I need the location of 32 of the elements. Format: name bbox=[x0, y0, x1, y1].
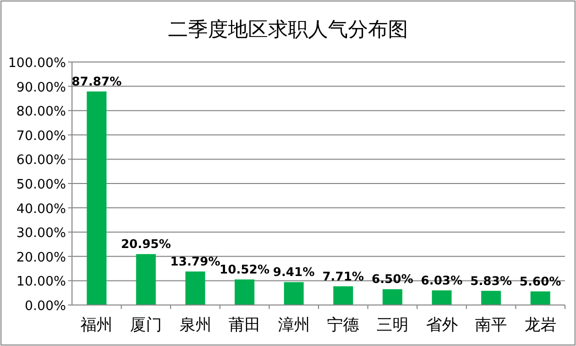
ytick: 20.00% bbox=[16, 250, 66, 266]
ytick: 100.00% bbox=[8, 56, 66, 71]
category: 漳州 bbox=[278, 315, 310, 334]
ytick: 90.00% bbox=[16, 80, 66, 96]
category: 莆田 bbox=[228, 315, 261, 334]
ytick: 70.00% bbox=[16, 128, 66, 144]
category: 宁德 bbox=[327, 315, 360, 334]
value-label: 7.71% bbox=[322, 269, 364, 284]
category: 三明 bbox=[376, 315, 408, 334]
value-label: 13.79% bbox=[170, 254, 220, 268]
ytick: 80.00% bbox=[16, 104, 66, 120]
value-label: 5.83% bbox=[470, 274, 512, 288]
ytick: 30.00% bbox=[16, 226, 66, 242]
ytick: 50.00% bbox=[16, 178, 66, 192]
ytick: 40.00% bbox=[16, 202, 66, 217]
category: 厦门 bbox=[130, 315, 162, 334]
value-label: 87.87% bbox=[72, 74, 122, 88]
category: 南平 bbox=[475, 315, 508, 334]
title: 二季度地区求职人气分布图 bbox=[168, 17, 408, 41]
ytick: 60.00% bbox=[16, 153, 66, 168]
ytick: 0.00% bbox=[24, 299, 66, 314]
category: 省外 bbox=[426, 315, 458, 334]
value-label: 20.95% bbox=[120, 237, 171, 252]
value-label: 5.60% bbox=[520, 274, 562, 288]
category: 福州 bbox=[80, 315, 113, 334]
value-label: 6.03% bbox=[420, 273, 463, 288]
value-label: 9.41% bbox=[273, 265, 315, 280]
category: 龙岩 bbox=[524, 315, 556, 334]
value-label: 10.52% bbox=[220, 262, 270, 276]
category: 泉州 bbox=[179, 315, 212, 334]
value-label: 6.50% bbox=[372, 272, 414, 286]
ytick: 10.00% bbox=[16, 274, 66, 290]
